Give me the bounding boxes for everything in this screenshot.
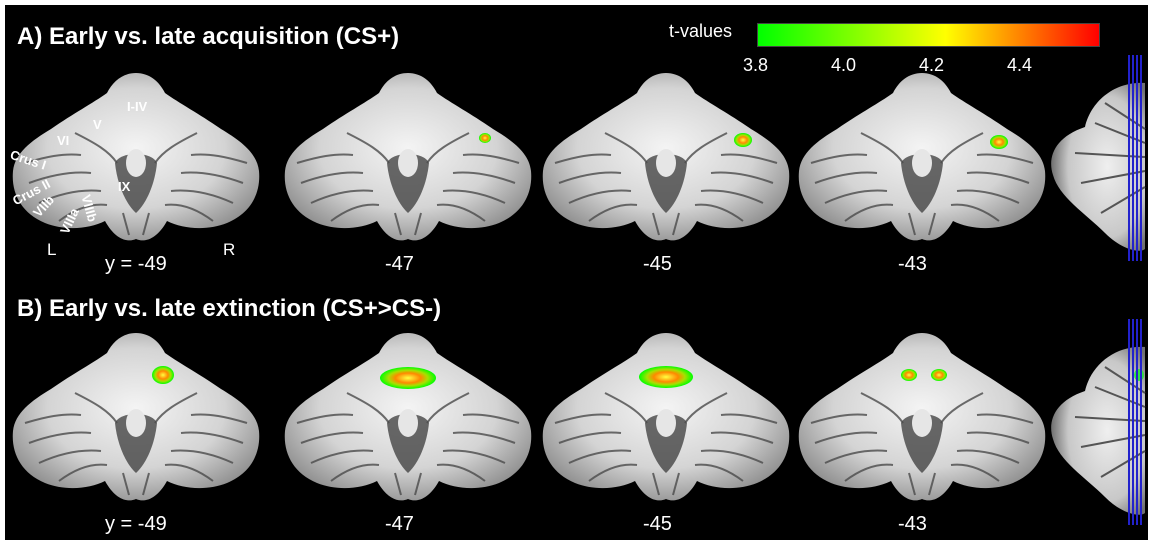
slice-b-y47 — [284, 333, 532, 501]
panel-b-title: B) Early vs. late extinction (CS+>CS-) — [17, 295, 442, 322]
sagittal-view-a — [1051, 55, 1146, 261]
slice-b-label: y = -49 — [105, 513, 167, 535]
colorbar-tick: 3.8 — [743, 55, 769, 75]
slice-b-label: -47 — [385, 513, 414, 535]
side-left-label: L — [47, 240, 57, 259]
panel-a-title: A) Early vs. late acquisition (CS+) — [17, 23, 400, 50]
slice-a-label: -43 — [898, 253, 927, 275]
slice-b-y45 — [542, 333, 790, 501]
slice-b-y43 — [798, 333, 1046, 501]
sagittal-view-b — [1051, 319, 1146, 525]
slice-b-label: -45 — [643, 513, 672, 535]
anat-label-i-iv: I-IV — [127, 99, 148, 114]
anat-label-ix: IX — [118, 179, 131, 194]
colorbar-tick: 4.2 — [919, 55, 945, 75]
figure-panel: A) Early vs. late acquisition (CS+) t-va… — [5, 5, 1148, 540]
colorbar-tick: 4.4 — [1007, 55, 1033, 75]
slice-a-y47 — [284, 73, 532, 241]
colorbar-tick: 4.0 — [831, 55, 857, 75]
slice-a-label: -45 — [643, 253, 672, 275]
slice-a-y43 — [798, 73, 1046, 241]
slice-b-label: -43 — [898, 513, 927, 535]
slice-a-y45 — [542, 73, 790, 241]
side-right-label: R — [223, 240, 236, 259]
slice-a-label: -47 — [385, 253, 414, 275]
colorbar-title: t-values — [669, 21, 733, 41]
colorbar-gradient — [757, 23, 1100, 47]
anat-label-vi: VI — [57, 133, 70, 148]
slice-b-y49 — [12, 333, 260, 501]
anat-label-v: V — [93, 117, 102, 132]
slice-a-y49 — [12, 73, 260, 241]
slice-a-label: y = -49 — [105, 253, 167, 275]
